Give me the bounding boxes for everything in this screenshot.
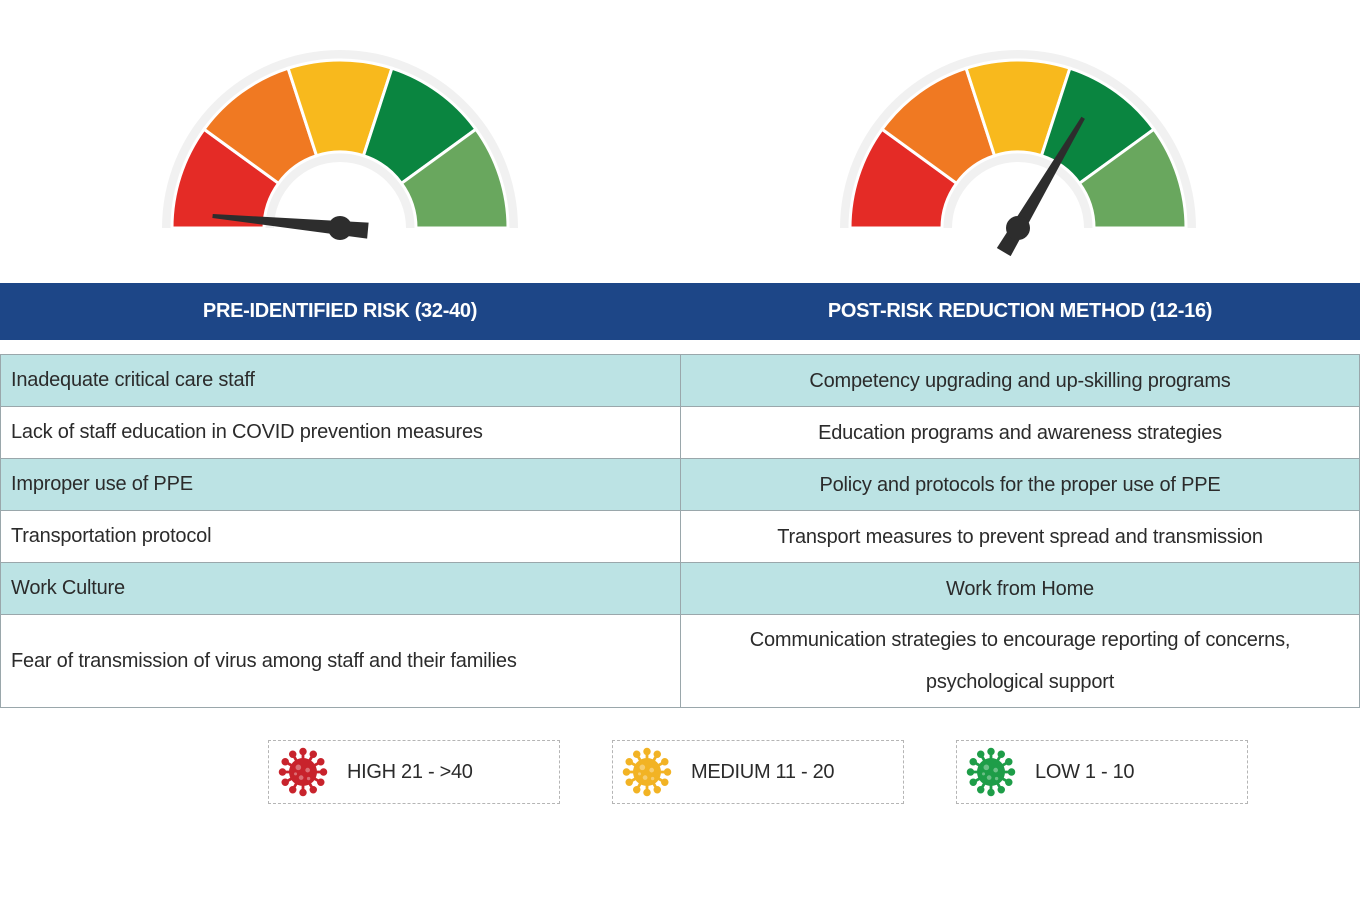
method-cell: Transport measures to prevent spread and… <box>680 510 1360 563</box>
header-post-risk-reduction: POST-RISK REDUCTION METHOD (12-16) <box>827 300 1213 322</box>
risk-cell: Fear of transmission of virus among staf… <box>0 614 681 708</box>
table-row: Work Culture Work from Home <box>0 562 1360 615</box>
risk-cell: Inadequate critical care staff <box>0 354 681 407</box>
table-row: Fear of transmission of virus among staf… <box>0 614 1360 708</box>
gauge-svg <box>162 50 518 240</box>
gauge-pre-identified-risk <box>130 0 550 270</box>
risk-cell: Work Culture <box>0 562 681 615</box>
table-row: Inadequate critical care staff Competenc… <box>0 354 1360 407</box>
gauge-segment <box>399 127 510 230</box>
risk-cell: Improper use of PPE <box>0 458 681 511</box>
legend-low: LOW 1 - 10 <box>956 740 1248 804</box>
table-header: PRE-IDENTIFIED RISK (32-40) POST-RISK RE… <box>0 283 1360 340</box>
method-cell: Education programs and awareness strateg… <box>680 406 1360 459</box>
legend-medium-label: MEDIUM 11 - 20 <box>691 760 835 783</box>
gauge-svg <box>840 50 1196 257</box>
method-cell: Work from Home <box>680 562 1360 615</box>
header-pre-identified-risk: PRE-IDENTIFIED RISK (32-40) <box>202 300 478 322</box>
gauge-segment <box>1077 127 1188 230</box>
risk-table: Inadequate critical care staff Competenc… <box>0 354 1360 708</box>
risk-cell: Transportation protocol <box>0 510 681 563</box>
gauge-needle-hub <box>1006 216 1030 240</box>
virus-icon <box>622 747 672 797</box>
legend-medium: MEDIUM 11 - 20 <box>612 740 904 804</box>
method-line-1: Communication strategies to encourage re… <box>749 629 1291 651</box>
method-line-2: psychological support <box>925 671 1115 693</box>
table-row: Transportation protocol Transport measur… <box>0 510 1360 563</box>
legend-high: HIGH 21 - >40 <box>268 740 560 804</box>
gauge-needle-hub <box>328 216 352 240</box>
method-cell: Policy and protocols for the proper use … <box>680 458 1360 511</box>
virus-icon <box>966 747 1016 797</box>
legend-high-label: HIGH 21 - >40 <box>347 760 473 783</box>
table-row: Lack of staff education in COVID prevent… <box>0 406 1360 459</box>
legend-low-label: LOW 1 - 10 <box>1035 760 1135 783</box>
virus-icon <box>278 747 328 797</box>
risk-cell: Lack of staff education in COVID prevent… <box>0 406 681 459</box>
method-cell: Competency upgrading and up-skilling pro… <box>680 354 1360 407</box>
gauge-post-risk-reduction <box>808 0 1228 270</box>
method-cell: Communication strategies to encourage re… <box>680 614 1360 708</box>
table-row: Improper use of PPE Policy and protocols… <box>0 458 1360 511</box>
